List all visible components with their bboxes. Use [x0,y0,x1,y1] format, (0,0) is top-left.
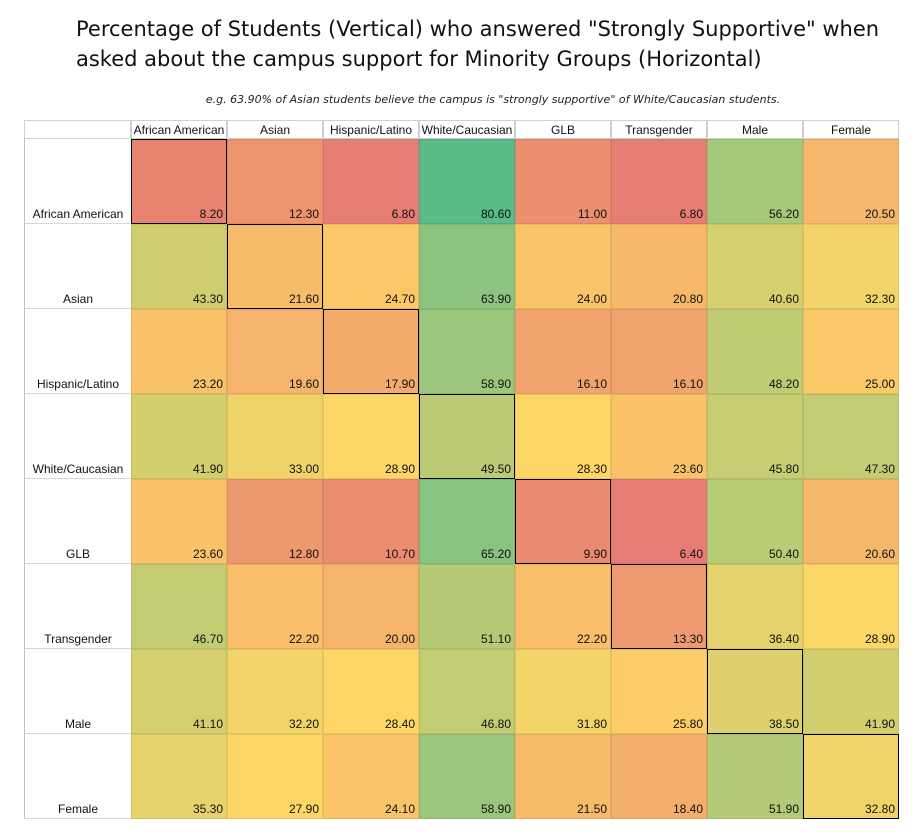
heatmap-cell: 16.10 [611,309,707,394]
heatmap-cell: 9.90 [515,479,611,564]
heatmap-cell: 24.00 [515,224,611,309]
heatmap-cell: 32.30 [803,224,899,309]
column-header: Hispanic/Latino [323,120,419,139]
heatmap-cell: 6.80 [611,139,707,224]
heatmap-cell: 41.90 [131,394,227,479]
heatmap-cell: 28.90 [803,564,899,649]
heatmap-cell: 23.20 [131,309,227,394]
heatmap-cell: 22.20 [227,564,323,649]
heatmap-cell: 24.10 [323,734,419,819]
heatmap-cell: 36.40 [707,564,803,649]
heatmap-cell: 27.90 [227,734,323,819]
heatmap-cell: 12.30 [227,139,323,224]
heatmap-cell: 46.70 [131,564,227,649]
heatmap-cell: 46.80 [419,649,515,734]
column-header: Transgender [611,120,707,139]
heatmap-cell: 25.80 [611,649,707,734]
heatmap-cell: 13.30 [611,564,707,649]
heatmap-cell: 6.40 [611,479,707,564]
heatmap-cell: 35.30 [131,734,227,819]
heatmap-cell: 22.20 [515,564,611,649]
column-header: Female [803,120,899,139]
heatmap-cell: 80.60 [419,139,515,224]
heatmap-cell: 25.00 [803,309,899,394]
heatmap-cell: 31.80 [515,649,611,734]
heatmap-cell: 20.00 [323,564,419,649]
heatmap-cell: 32.80 [803,734,899,819]
row-header: White/Caucasian [24,394,131,479]
heatmap-cell: 11.00 [515,139,611,224]
heatmap-cell: 21.50 [515,734,611,819]
heatmap-cell: 63.90 [419,224,515,309]
row-header: Hispanic/Latino [24,309,131,394]
row-header: African American [24,139,131,224]
heatmap-cell: 43.30 [131,224,227,309]
heatmap-cell: 58.90 [419,309,515,394]
row-header: Asian [24,224,131,309]
column-header: White/Caucasian [419,120,515,139]
column-header: Asian [227,120,323,139]
corner-cell [24,120,131,139]
heatmap-cell: 38.50 [707,649,803,734]
heatmap-cell: 28.40 [323,649,419,734]
column-header: Male [707,120,803,139]
row-header: Transgender [24,564,131,649]
chart-subtitle: e.g. 63.90% of Asian students believe th… [205,93,781,106]
heatmap-cell: 28.30 [515,394,611,479]
heatmap-cell: 17.90 [323,309,419,394]
heatmap-cell: 24.70 [323,224,419,309]
heatmap-cell: 20.50 [803,139,899,224]
heatmap-cell: 41.10 [131,649,227,734]
heatmap-cell: 45.80 [707,394,803,479]
row-header: GLB [24,479,131,564]
heatmap-cell: 10.70 [323,479,419,564]
heatmap-cell: 47.30 [803,394,899,479]
heatmap-cell: 18.40 [611,734,707,819]
heatmap-cell: 40.60 [707,224,803,309]
heatmap-cell: 21.60 [227,224,323,309]
column-header: African American [131,120,227,139]
heatmap-cell: 33.00 [227,394,323,479]
heatmap-cell: 28.90 [323,394,419,479]
heatmap-cell: 41.90 [803,649,899,734]
heatmap-cell: 12.80 [227,479,323,564]
heatmap-cell: 6.80 [323,139,419,224]
chart-title: Percentage of Students (Vertical) who an… [76,17,880,71]
column-header: GLB [515,120,611,139]
heatmap-cell: 50.40 [707,479,803,564]
heatmap-cell: 23.60 [131,479,227,564]
heatmap-cell: 23.60 [611,394,707,479]
heatmap-cell: 51.90 [707,734,803,819]
heatmap-cell: 51.10 [419,564,515,649]
heatmap-cell: 49.50 [419,394,515,479]
heatmap-cell: 56.20 [707,139,803,224]
heatmap-cell: 16.10 [515,309,611,394]
heatmap-cell: 20.80 [611,224,707,309]
row-header: Male [24,649,131,734]
heatmap-cell: 48.20 [707,309,803,394]
heatmap-cell: 58.90 [419,734,515,819]
heatmap-cell: 65.20 [419,479,515,564]
heatmap-cell: 8.20 [131,139,227,224]
heatmap-cell: 20.60 [803,479,899,564]
heatmap-cell: 32.20 [227,649,323,734]
row-header: Female [24,734,131,819]
heatmap-cell: 19.60 [227,309,323,394]
